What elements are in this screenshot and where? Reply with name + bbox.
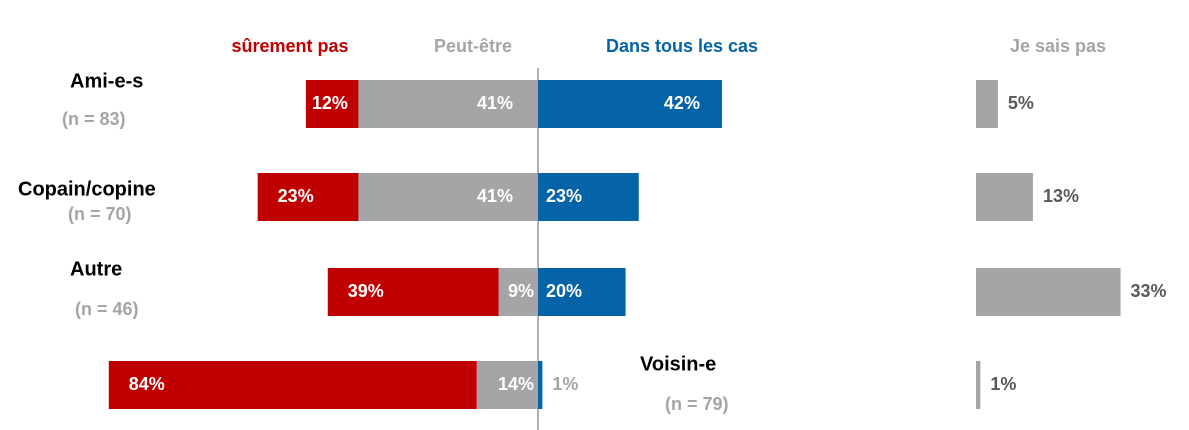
category-label: Ami-e-s (70, 70, 143, 92)
value-label: 41% (477, 186, 513, 206)
value-label: 42% (664, 93, 700, 113)
n-label: (n = 70) (68, 204, 132, 224)
bar (976, 173, 1033, 221)
bar (358, 80, 538, 128)
legend-label: sûrement pas (231, 36, 348, 56)
category-label: Copain/copine (18, 178, 156, 200)
bar (327, 268, 499, 316)
n-label: (n = 79) (665, 394, 729, 414)
bar (498, 268, 538, 316)
bar (358, 173, 538, 221)
category-label: Autre (70, 258, 122, 280)
value-label: 12% (312, 93, 348, 113)
legend-label: Je sais pas (1010, 36, 1106, 56)
bar (976, 361, 981, 409)
value-label: 39% (348, 281, 384, 301)
value-label: 9% (508, 281, 534, 301)
bar (538, 173, 639, 221)
value-label: 23% (546, 186, 582, 206)
value-label: 1% (990, 374, 1016, 394)
value-label: 1% (552, 374, 578, 394)
bar (538, 80, 722, 128)
n-label: (n = 83) (62, 109, 126, 129)
bar (476, 361, 538, 409)
value-label: 20% (546, 281, 582, 301)
legend-label: Dans tous les cas (606, 36, 758, 56)
bar (257, 173, 359, 221)
value-label: 84% (129, 374, 165, 394)
bar (108, 361, 477, 409)
bar (976, 80, 998, 128)
value-label: 5% (1008, 93, 1034, 113)
bar (305, 80, 359, 128)
value-label: 33% (1131, 281, 1167, 301)
legend-label: Peut-être (434, 36, 512, 56)
bar (538, 268, 626, 316)
bar (976, 268, 1121, 316)
value-label: 13% (1043, 186, 1079, 206)
n-label: (n = 46) (75, 299, 139, 319)
value-label: 41% (477, 93, 513, 113)
bar (538, 361, 543, 409)
value-label: 14% (498, 374, 534, 394)
category-label: Voisin-e (640, 353, 716, 375)
value-label: 23% (278, 186, 314, 206)
